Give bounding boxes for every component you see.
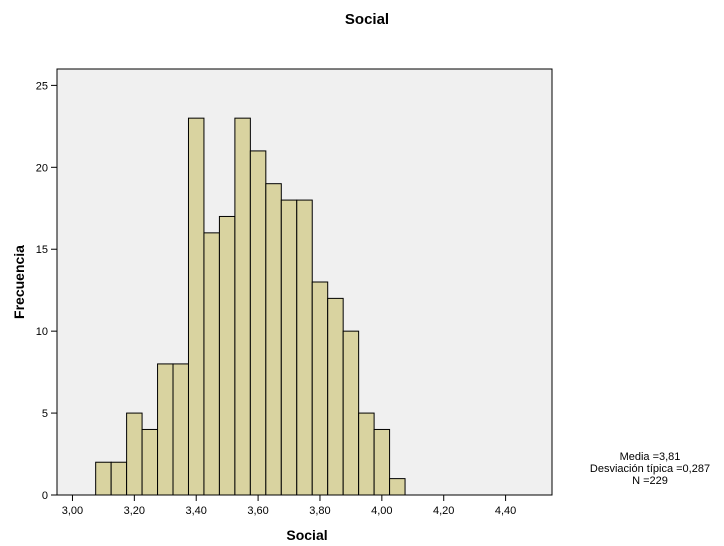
histogram-bar xyxy=(265,183,282,496)
stat-n: N =229 xyxy=(632,475,668,487)
y-tick-label: 25 xyxy=(36,80,48,92)
histogram-bar xyxy=(373,428,391,496)
statistics-box: Media =3,81 Desviación típica =0,287 N =… xyxy=(590,451,710,487)
histogram-bar xyxy=(172,363,189,496)
stat-std-dev: Desviación típica =0,287 xyxy=(590,463,710,475)
y-tick-label: 20 xyxy=(36,162,48,174)
histogram-bar xyxy=(234,117,251,496)
y-tick-label: 5 xyxy=(42,408,48,420)
x-tick-label: 4,20 xyxy=(433,505,454,517)
x-tick-label: 3,80 xyxy=(309,505,330,517)
histogram-bar xyxy=(327,297,344,496)
stat-mean: Media =3,81 xyxy=(620,451,681,463)
histogram-bar xyxy=(187,117,205,496)
histogram-bar xyxy=(249,150,267,496)
histogram-bar xyxy=(203,232,220,496)
y-axis: 0 5 10 15 20 25 xyxy=(36,80,57,502)
y-tick-label: 10 xyxy=(36,326,48,338)
x-tick-label: 3,00 xyxy=(62,505,83,517)
histogram-bar xyxy=(157,363,174,496)
histogram-bar xyxy=(389,478,406,496)
x-tick-label: 3,60 xyxy=(247,505,268,517)
histogram-bar xyxy=(280,199,298,496)
histogram-bar xyxy=(95,461,112,496)
histogram-bar xyxy=(110,461,128,496)
y-axis-title: Frecuencia xyxy=(11,245,27,319)
histogram-bar xyxy=(311,281,329,496)
y-tick-label: 0 xyxy=(42,490,48,502)
x-tick-label: 4,00 xyxy=(371,505,392,517)
histogram-bar xyxy=(358,412,375,496)
y-tick-label: 15 xyxy=(36,244,48,256)
histogram-bar xyxy=(296,199,313,496)
histogram-bar xyxy=(126,412,143,496)
histogram-bar xyxy=(342,330,360,496)
x-tick-label: 4,40 xyxy=(495,505,516,517)
x-tick-label: 3,20 xyxy=(124,505,145,517)
plot-frame xyxy=(56,68,553,496)
histogram-bar xyxy=(218,215,236,496)
x-axis-title: Social xyxy=(286,527,327,543)
histogram-bar xyxy=(141,428,159,496)
x-tick-label: 3,40 xyxy=(186,505,207,517)
chart-title: Social xyxy=(345,11,389,28)
x-axis: 3,00 3,20 3,40 3,60 3,80 4,00 4,20 4,40 xyxy=(62,495,516,517)
